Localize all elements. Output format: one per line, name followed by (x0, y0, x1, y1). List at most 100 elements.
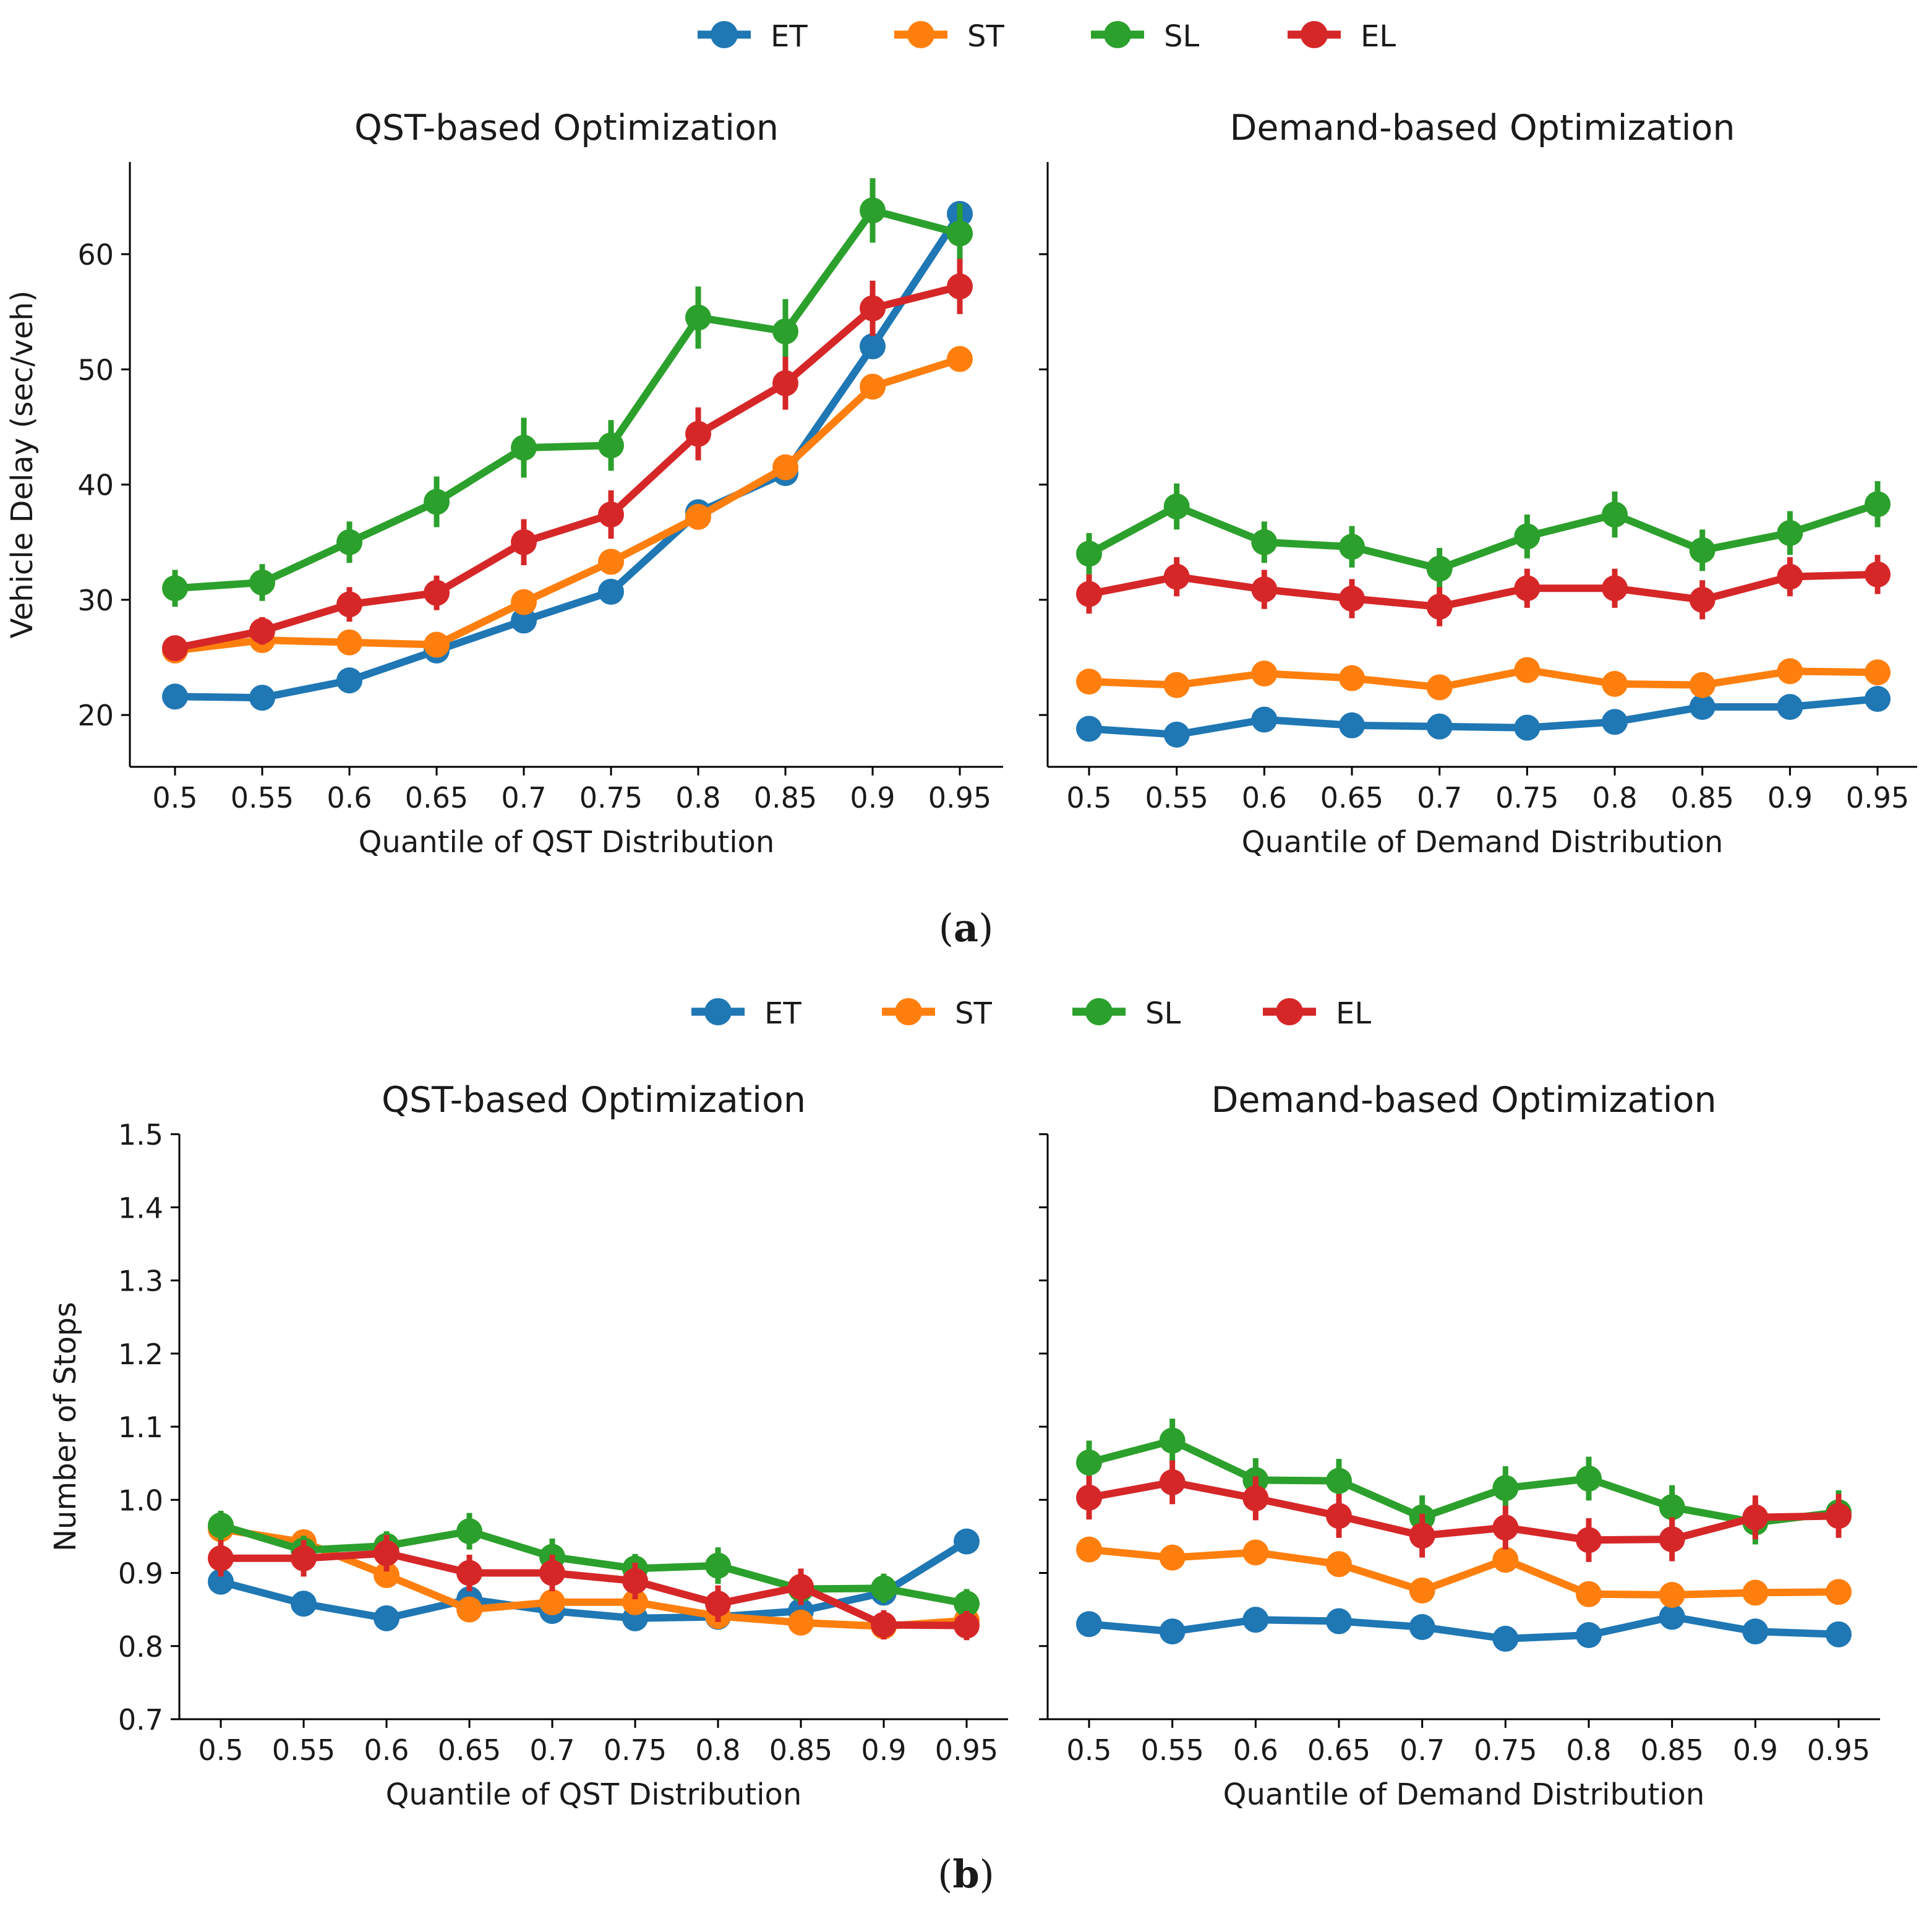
y-tick-label: 50 (77, 353, 114, 387)
legend-label-st: ST (955, 996, 992, 1031)
data-point-el (860, 295, 886, 322)
data-point-sl (1076, 1449, 1102, 1476)
data-point-el (539, 1560, 565, 1586)
y-tick-label: 1.3 (118, 1265, 163, 1298)
x-tick-label: 0.75 (579, 781, 643, 814)
data-point-et (1576, 1622, 1602, 1649)
data-point-et (511, 607, 537, 634)
data-point-el (1076, 581, 1102, 607)
x-tick-label: 0.55 (272, 1733, 335, 1767)
data-point-et (374, 1605, 400, 1631)
data-point-st (1602, 670, 1628, 697)
data-point-st (424, 631, 450, 658)
x-tick-label: 0.85 (1640, 1733, 1703, 1767)
data-point-el (208, 1545, 234, 1571)
panel-b-right-chart: 0.5 0.55 0.6 0.65 0.7 0.75 0.8 0.85 0.9 0.95 Deman… (1039, 1080, 1880, 1812)
legend-bottom: ET ST SL EL (691, 996, 1371, 1031)
data-point-sl (685, 304, 711, 331)
data-point-el (374, 1540, 400, 1566)
chart-title: Demand-based Optimization (1211, 1080, 1716, 1121)
legend-marker-et (704, 998, 732, 1025)
data-point-el (1742, 1504, 1769, 1531)
data-point-st (374, 1562, 400, 1589)
data-point-et (1426, 713, 1453, 740)
series-line-el (174, 283, 961, 652)
legend-label-sl: SL (1164, 19, 1199, 54)
y-tick-label: 0.8 (118, 1630, 163, 1664)
data-point-et (336, 667, 362, 694)
data-point-el (788, 1573, 814, 1600)
data-point-et (1659, 1604, 1685, 1630)
data-point-et (1326, 1608, 1352, 1634)
x-tick-label: 0.9 (1733, 1733, 1778, 1767)
legend-marker-st (895, 998, 922, 1025)
y-axis-label: Vehicle Delay (sec/veh) (5, 291, 40, 639)
series-line-et (1088, 1613, 1839, 1643)
y-tick-label: 1.0 (118, 1484, 163, 1517)
series-line-st (1088, 666, 1878, 691)
x-tick-label: 0.85 (1670, 781, 1733, 814)
data-point-sl (511, 434, 537, 461)
data-point-st (1339, 665, 1365, 691)
x-tick-label: 0.8 (695, 1733, 740, 1767)
data-point-sl (424, 489, 450, 515)
data-point-et (954, 1528, 980, 1555)
x-tick-label: 0.8 (675, 781, 720, 814)
legend-marker-et (711, 21, 738, 48)
y-tick-label: 1.4 (118, 1191, 163, 1224)
legend-marker-el (1276, 998, 1303, 1025)
data-point-el (456, 1560, 482, 1586)
data-point-et (1076, 1611, 1102, 1638)
data-point-st (1159, 1544, 1186, 1571)
x-tick-label: 0.9 (850, 781, 895, 814)
data-point-sl (1576, 1465, 1602, 1492)
x-tick-label: 0.5 (198, 1733, 243, 1767)
data-point-el (249, 618, 275, 644)
x-tick-label: 0.6 (327, 781, 372, 814)
caption-a-letter: a (954, 905, 978, 951)
data-point-el (1163, 563, 1190, 590)
data-point-el (705, 1591, 731, 1617)
data-point-et (1689, 694, 1716, 720)
data-point-st (1826, 1579, 1852, 1605)
data-point-sl (336, 529, 362, 555)
data-point-el (1576, 1527, 1602, 1553)
x-tick-label: 0.8 (1592, 781, 1637, 814)
data-point-sl (1865, 491, 1891, 518)
data-point-sl (456, 1518, 482, 1545)
data-point-et (1865, 686, 1891, 712)
data-point-sl (1159, 1427, 1186, 1454)
y-tick-label: 0.7 (118, 1703, 163, 1737)
legend-marker-st (907, 21, 934, 48)
data-point-el (1242, 1485, 1269, 1511)
series-line-st (1088, 1545, 1839, 1599)
data-point-sl (162, 575, 188, 602)
series-line-sl (220, 1521, 968, 1608)
x-tick-label: 0.85 (754, 781, 817, 814)
y-tick-label: 1.2 (118, 1338, 163, 1371)
data-point-sl (1251, 529, 1278, 555)
panel-b-left-chart: 0.7 0.8 0.9 1.0 1.1 1.2 1.3 1.4 1.5 0.5 0.55 0.6 0.6… (48, 1080, 1008, 1812)
data-point-st (1426, 674, 1453, 701)
data-point-st (1777, 658, 1803, 685)
data-point-et (1777, 694, 1803, 720)
x-axis-label: Quantile of Demand Distribution (1242, 825, 1724, 860)
y-tick-label: 60 (77, 238, 114, 271)
data-point-sl (1076, 540, 1102, 567)
chart-title: QST-based Optimization (354, 108, 779, 148)
data-point-el (1689, 586, 1716, 613)
x-axis-label: Quantile of Demand Distribution (1223, 1777, 1705, 1812)
data-point-sl (1602, 502, 1628, 528)
data-point-st (539, 1589, 565, 1615)
x-tick-label: 0.9 (1767, 781, 1813, 814)
caption-b-letter: b (952, 1852, 979, 1897)
data-point-el (1426, 594, 1453, 620)
chart-title: QST-based Optimization (382, 1080, 806, 1121)
x-tick-label: 0.65 (405, 781, 468, 814)
x-tick-label: 0.55 (231, 781, 294, 814)
data-point-sl (1426, 555, 1453, 582)
data-point-st (860, 374, 886, 400)
x-tick-label: 0.65 (438, 1733, 501, 1767)
x-tick-label: 0.85 (769, 1733, 832, 1767)
data-point-et (1409, 1614, 1435, 1641)
